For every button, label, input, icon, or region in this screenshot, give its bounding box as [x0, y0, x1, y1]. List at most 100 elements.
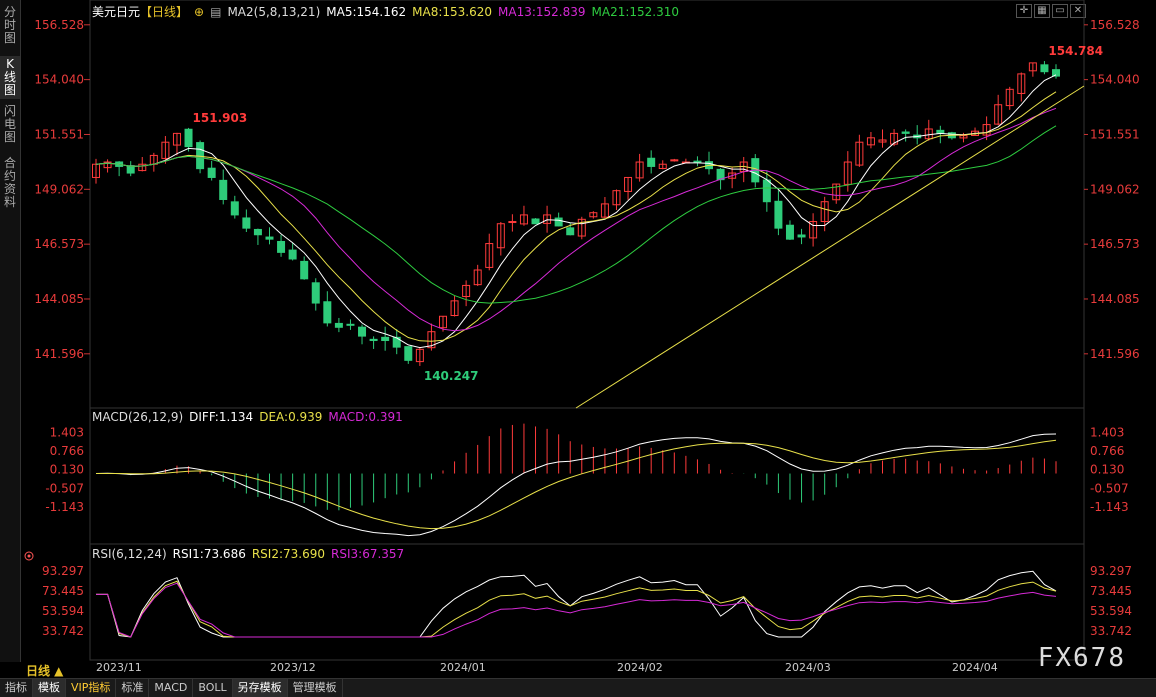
chart-type-icon[interactable]: ▤ [210, 5, 222, 19]
rsi-header: RSI(6,12,24) RSI1:73.686 RSI2:73.690 RSI3:6… [92, 547, 410, 561]
trend-line [575, 85, 1085, 409]
sidebar-item-3[interactable]: 合 约 资 料 [3, 156, 16, 209]
bottom-tab-1[interactable]: 模板 [33, 679, 66, 697]
layout-icon[interactable]: ▭ [1052, 4, 1068, 18]
sidebar-item-1[interactable]: K 线 图 [0, 56, 20, 99]
price-tick-label: 149.062 [1090, 182, 1140, 196]
rsi-tick-label-left: 33.742 [42, 624, 84, 638]
date-label: 2024/02 [617, 661, 663, 674]
candle-body [265, 236, 274, 240]
rsi-tick-label: 73.445 [1090, 584, 1132, 598]
candle-body [982, 124, 991, 136]
sidebar-item-0[interactable]: 分 时 图 [3, 5, 16, 45]
macd-dea-line [96, 439, 1057, 530]
candle-body [959, 135, 968, 139]
close-icon[interactable]: ✕ [1070, 4, 1086, 18]
candle-body [855, 141, 864, 166]
candle-body [519, 214, 528, 225]
price-tick-label: 141.596 [1090, 347, 1140, 361]
macd-tick-label-left: -1.143 [45, 500, 84, 514]
ma-title: MA2(5,8,13,21) [227, 5, 321, 19]
macd-pane [89, 407, 1085, 545]
bottom-tab-2[interactable]: VIP指标 [66, 679, 117, 697]
period-tag[interactable]: 【日线】 [140, 5, 189, 19]
candle-body [531, 218, 540, 225]
candle-body [785, 224, 794, 240]
macd-title: MACD(26,12,9) [92, 410, 184, 424]
symbol-name: 美元日元 [92, 5, 141, 19]
date-label: 2024/01 [440, 661, 486, 674]
date-label: 2024/04 [952, 661, 998, 674]
price-pane [89, 0, 1085, 409]
candle-body [277, 240, 286, 253]
candle-body [820, 201, 829, 223]
candle-body [878, 139, 887, 143]
macd-tick-label: 0.130 [1090, 463, 1124, 477]
macd-tick-label: -0.507 [1090, 481, 1129, 495]
candle-body [809, 221, 818, 239]
candle-body [890, 132, 899, 145]
ma-line-ma5 [95, 74, 1057, 349]
candle-body [346, 323, 355, 326]
candle-body [658, 163, 667, 169]
macd-tick-label: -1.143 [1090, 500, 1129, 514]
rsi-pane [89, 543, 1085, 661]
candle-body [728, 172, 737, 179]
settings-icon[interactable]: ⊕ [194, 5, 205, 19]
macd-tick-label-left: -0.507 [45, 481, 84, 495]
candle-body [577, 218, 586, 237]
candle-body [1052, 69, 1060, 77]
candle-body [207, 167, 216, 178]
candle-body [1040, 64, 1049, 73]
candle-body [797, 234, 806, 238]
bottom-tab-7[interactable]: 管理模板 [288, 679, 343, 697]
price-annotation: 140.247 [424, 369, 479, 383]
chart-header: 美元日元【日线】 ⊕ ▤ MA2(5,8,13,21) MA5:154.162 MA8:1… [92, 3, 685, 19]
candle-body [253, 228, 262, 236]
macd-value: MACD:0.391 [328, 410, 403, 424]
candle-body [161, 141, 170, 159]
price-tick-label: 146.573 [1090, 237, 1140, 251]
price-tick-label-left: 144.085 [34, 292, 84, 306]
candle-body [92, 163, 100, 178]
candle-body [843, 161, 852, 185]
candle-body [427, 331, 436, 349]
price-tick-label: 151.551 [1090, 127, 1140, 141]
candle-body [589, 212, 598, 218]
bottom-tab-3[interactable]: 标准 [116, 679, 150, 697]
price-annotation: 151.903 [193, 111, 248, 125]
rsi-settings-icon[interactable] [24, 546, 34, 561]
candle-body [1017, 73, 1026, 94]
price-tick-label-left: 151.551 [34, 127, 84, 141]
price-tick-label-left: 149.062 [34, 182, 84, 196]
candle-body [358, 326, 367, 337]
macd-tick-label-left: 0.130 [50, 463, 84, 477]
price-tick-label: 144.085 [1090, 292, 1140, 306]
candle-body [508, 221, 517, 224]
candle-body [485, 243, 494, 268]
watermark-logo: FX678 [1037, 643, 1126, 673]
sidebar-item-2[interactable]: 闪 电 图 [3, 104, 16, 144]
price-tick-label-left: 156.528 [34, 18, 84, 32]
grid-icon[interactable]: ▦ [1034, 4, 1050, 18]
candle-body [473, 269, 482, 286]
bottom-tab-4[interactable]: MACD [149, 679, 194, 697]
chart-area[interactable]: 156.528 156.528 154.040 154.040 151.551 151.5… [0, 0, 1156, 662]
crosshair-icon[interactable]: ✛ [1016, 4, 1032, 18]
candle-body [1005, 88, 1014, 107]
candle-body [600, 203, 609, 218]
bottom-tab-5[interactable]: BOLL [193, 679, 233, 697]
candle-body [392, 336, 401, 348]
candle-body [230, 201, 239, 216]
candle-body [242, 217, 251, 229]
bottom-tab-6[interactable]: 另存模板 [232, 679, 288, 697]
period-button[interactable]: 日线 ▲ [26, 664, 64, 678]
macd-diff: DIFF:1.134 [189, 410, 254, 424]
bottom-tab-0[interactable]: 指标 [0, 679, 33, 697]
candle-body [126, 165, 135, 174]
candle-body [369, 338, 378, 342]
candle-body [288, 249, 297, 260]
rsi1-label: RSI1:73.686 [172, 547, 246, 561]
candle-body [635, 161, 644, 179]
macd-header: MACD(26,12,9) DIFF:1.134 DEA:0.939 MACD:0.3… [92, 410, 409, 424]
